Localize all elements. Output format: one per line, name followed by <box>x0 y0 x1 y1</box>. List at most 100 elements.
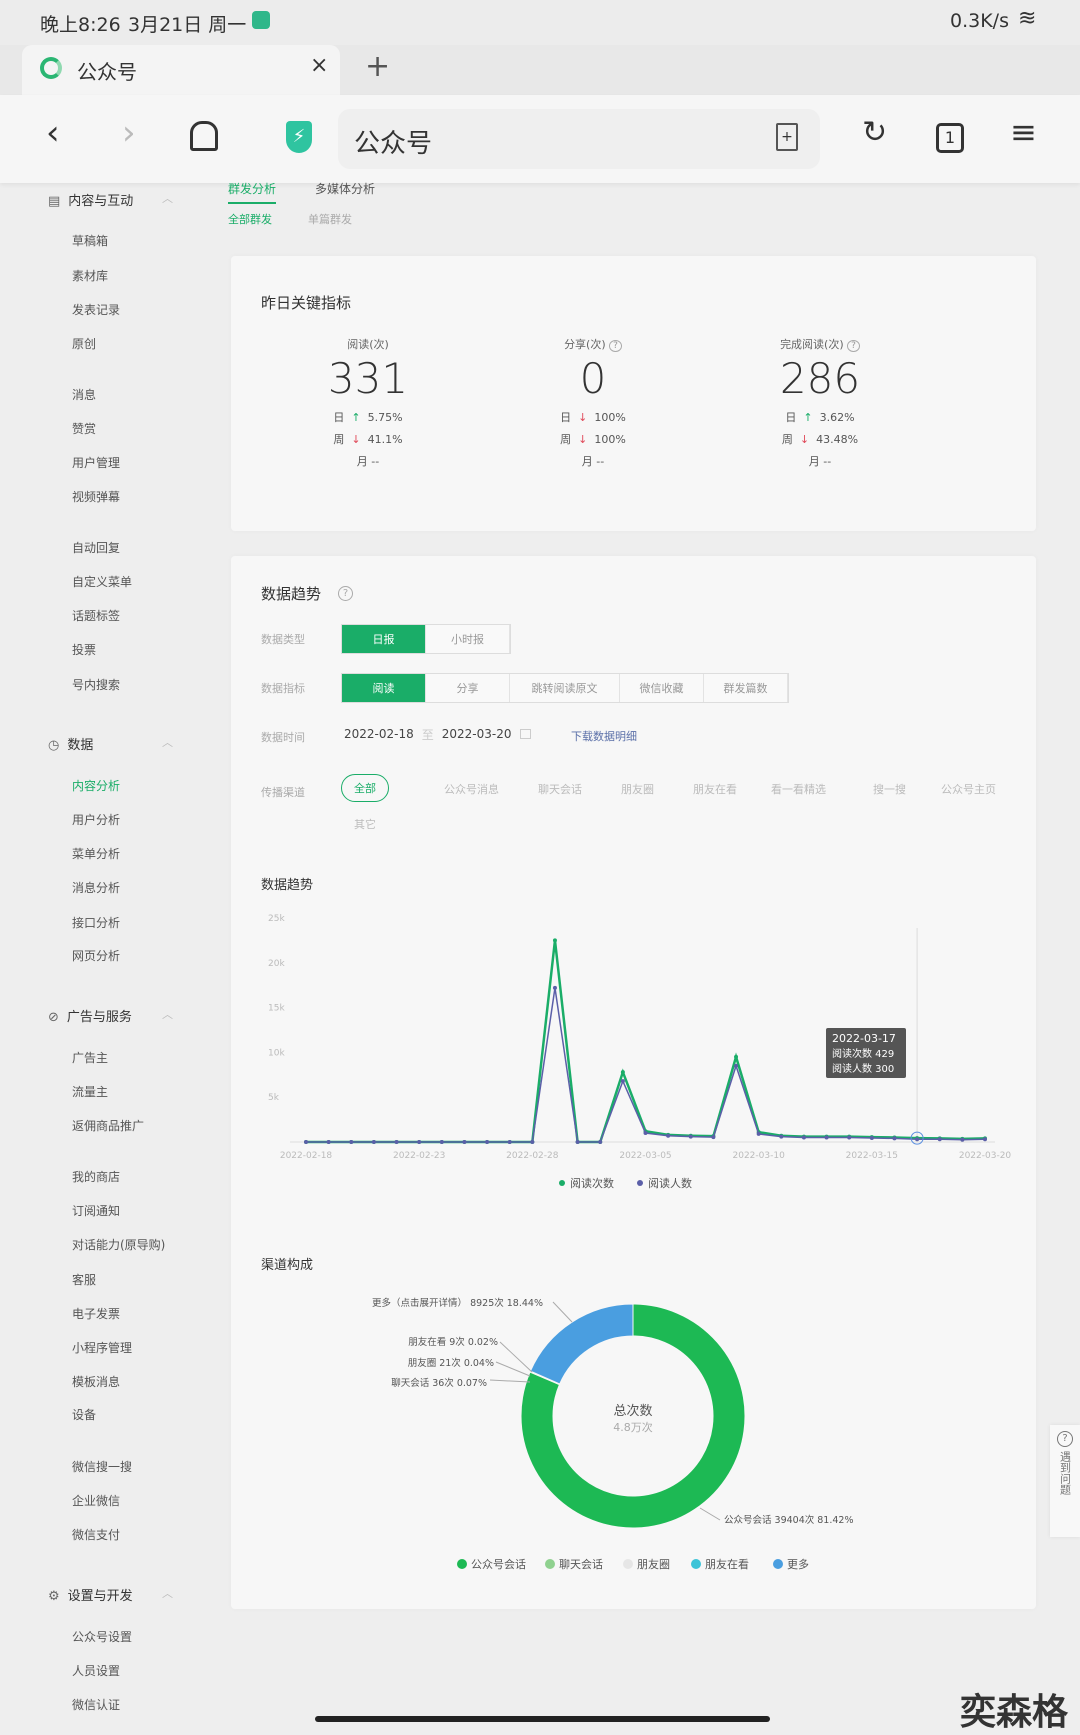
sidebar-item[interactable]: 消息 <box>72 388 97 402</box>
chevron-up-icon[interactable]: ︿ <box>162 1008 173 1021</box>
sidebar-item[interactable]: 人员设置 <box>72 1664 121 1678</box>
status-date: 3月21日 周一 <box>128 14 247 36</box>
sidebar-section-2[interactable]: ⊘ 广告与服务 ︿ <box>48 1006 173 1025</box>
type-hourly[interactable]: 小时报 <box>426 625 510 653</box>
data-point <box>734 1054 739 1059</box>
sidebar-item[interactable]: 发表记录 <box>72 303 121 317</box>
sidebar-item[interactable]: 用户管理 <box>72 456 121 470</box>
data-point <box>847 1135 852 1140</box>
pie-leader-line <box>699 1507 721 1521</box>
sidebar-item[interactable]: 订阅通知 <box>72 1204 121 1218</box>
chevron-up-icon[interactable]: ︿ <box>162 736 173 749</box>
channel-filter[interactable]: 朋友圈 <box>621 783 654 796</box>
tab-count-button[interactable]: 1 <box>936 123 964 153</box>
new-tab-icon[interactable]: + <box>365 49 391 84</box>
close-tab-icon[interactable]: × <box>310 53 329 78</box>
week-label: 周 <box>560 433 572 446</box>
home-icon[interactable] <box>190 121 218 151</box>
sidebar-item[interactable]: 我的商店 <box>72 1170 121 1184</box>
chevron-up-icon[interactable]: ︿ <box>162 192 173 205</box>
date-range-picker[interactable]: 2022-02-18 至 2022-03-20 <box>341 719 546 749</box>
subtab-all[interactable]: 全部群发 <box>228 213 272 226</box>
data-point <box>666 1133 671 1138</box>
sidebar-item[interactable]: 微信认证 <box>72 1698 121 1712</box>
metric-count[interactable]: 群发篇数 <box>704 674 788 702</box>
address-bar[interactable]: ⚡ 公众号 + <box>286 109 820 169</box>
sidebar-item[interactable]: 广告主 <box>72 1051 109 1065</box>
reload-icon[interactable]: ↻ <box>862 115 888 150</box>
download-link[interactable]: 下载数据明细 <box>571 730 637 743</box>
help-icon[interactable]: ? <box>338 586 353 601</box>
sidebar-item[interactable]: 模板消息 <box>72 1375 121 1389</box>
sidebar-item[interactable]: 返佣商品推广 <box>72 1119 145 1133</box>
wifi-icon: ≋ <box>1018 6 1037 31</box>
sidebar-item[interactable]: 对话能力(原导购) <box>72 1238 166 1252</box>
metric-fav[interactable]: 微信收藏 <box>620 674 704 702</box>
channel-filter[interactable]: 全部 <box>341 774 389 802</box>
sidebar-item[interactable]: 客服 <box>72 1273 97 1287</box>
tab-mass-analysis[interactable]: 群发分析 <box>228 180 277 204</box>
sidebar-item[interactable]: 话题标签 <box>72 609 121 623</box>
sidebar-item[interactable]: 设备 <box>72 1408 97 1422</box>
help-widget[interactable]: ? 遇到问题 <box>1050 1425 1080 1537</box>
data-point <box>552 985 557 990</box>
channel-filter[interactable]: 搜一搜 <box>873 783 906 796</box>
sidebar-item[interactable]: 投票 <box>72 643 97 657</box>
pie-title: 渠道构成 <box>261 1258 314 1273</box>
week-label: 周 <box>781 433 793 446</box>
sidebar-item[interactable]: 草稿箱 <box>72 234 109 248</box>
channel-filter[interactable]: 朋友在看 <box>693 783 737 796</box>
sidebar-item[interactable]: 接口分析 <box>72 916 121 930</box>
forward-icon[interactable]: › <box>122 113 136 153</box>
pie-legend-marker <box>545 1559 555 1569</box>
help-icon[interactable]: ? <box>847 340 860 352</box>
sidebar-section-3[interactable]: ⚙ 设置与开发 ︿ <box>48 1585 173 1604</box>
sidebar-item[interactable]: 内容分析 <box>72 779 121 793</box>
sidebar-item[interactable]: 公众号设置 <box>72 1630 133 1644</box>
metric-read[interactable]: 阅读 <box>342 674 426 702</box>
sidebar-item[interactable]: 消息分析 <box>72 881 121 895</box>
pie-leader-line <box>499 1341 533 1373</box>
sidebar-item[interactable]: 号内搜索 <box>72 678 121 692</box>
channel-filter[interactable]: 公众号消息 <box>444 783 499 796</box>
sidebar-item[interactable]: 视频弹幕 <box>72 490 121 504</box>
sidebar-section-1[interactable]: ◷ 数据 ︿ <box>48 734 173 753</box>
type-daily[interactable]: 日报 <box>342 625 426 653</box>
app-notification-icon <box>252 11 270 29</box>
sidebar-item[interactable]: 微信支付 <box>72 1528 121 1542</box>
sidebar-section-0[interactable]: ▤ 内容与互动 ︿ <box>48 190 173 209</box>
sidebar-item[interactable]: 自动回复 <box>72 541 121 555</box>
channel-filter[interactable]: 看一看精选 <box>771 783 826 796</box>
x-tick-label: 2022-02-23 <box>393 1151 445 1161</box>
chevron-up-icon[interactable]: ︿ <box>162 1587 173 1600</box>
sidebar-item[interactable]: 微信搜一搜 <box>72 1460 133 1474</box>
browser-tab[interactable]: 公众号 × <box>22 45 340 95</box>
sidebar-item[interactable]: 菜单分析 <box>72 847 121 861</box>
data-point <box>937 1137 942 1142</box>
menu-icon[interactable]: ≡ <box>1010 113 1037 151</box>
metric-jump[interactable]: 跳转阅读原文 <box>510 674 620 702</box>
metric-share[interactable]: 分享 <box>426 674 510 702</box>
sidebar-item[interactable]: 赞赏 <box>72 422 97 436</box>
channel-filter[interactable]: 聊天会话 <box>538 783 582 796</box>
day-label: 日 <box>333 411 345 424</box>
sidebar-item[interactable]: 网页分析 <box>72 949 121 963</box>
donut-center-value: 4.8万次 <box>613 1421 653 1434</box>
sidebar-item[interactable]: 自定义菜单 <box>72 575 133 589</box>
tooltip-date: 2022-03-17 <box>832 1032 896 1045</box>
subtab-single[interactable]: 单篇群发 <box>308 213 352 226</box>
sidebar-item[interactable]: 素材库 <box>72 269 109 283</box>
data-point <box>507 1140 512 1144</box>
sidebar-item[interactable]: 企业微信 <box>72 1494 121 1508</box>
bookmark-add-icon[interactable]: + <box>776 123 798 151</box>
channel-filter[interactable]: 公众号主页 <box>941 783 996 796</box>
sidebar-item[interactable]: 用户分析 <box>72 813 121 827</box>
sidebar-item[interactable]: 电子发票 <box>72 1307 121 1321</box>
sidebar-item[interactable]: 小程序管理 <box>72 1341 133 1355</box>
tab-media-analysis[interactable]: 多媒体分析 <box>315 182 376 196</box>
channel-filter[interactable]: 其它 <box>354 818 376 831</box>
sidebar-item[interactable]: 原创 <box>72 337 97 351</box>
sidebar-item[interactable]: 流量主 <box>72 1085 109 1099</box>
back-icon[interactable]: ‹ <box>46 113 60 153</box>
help-icon[interactable]: ? <box>609 340 622 352</box>
